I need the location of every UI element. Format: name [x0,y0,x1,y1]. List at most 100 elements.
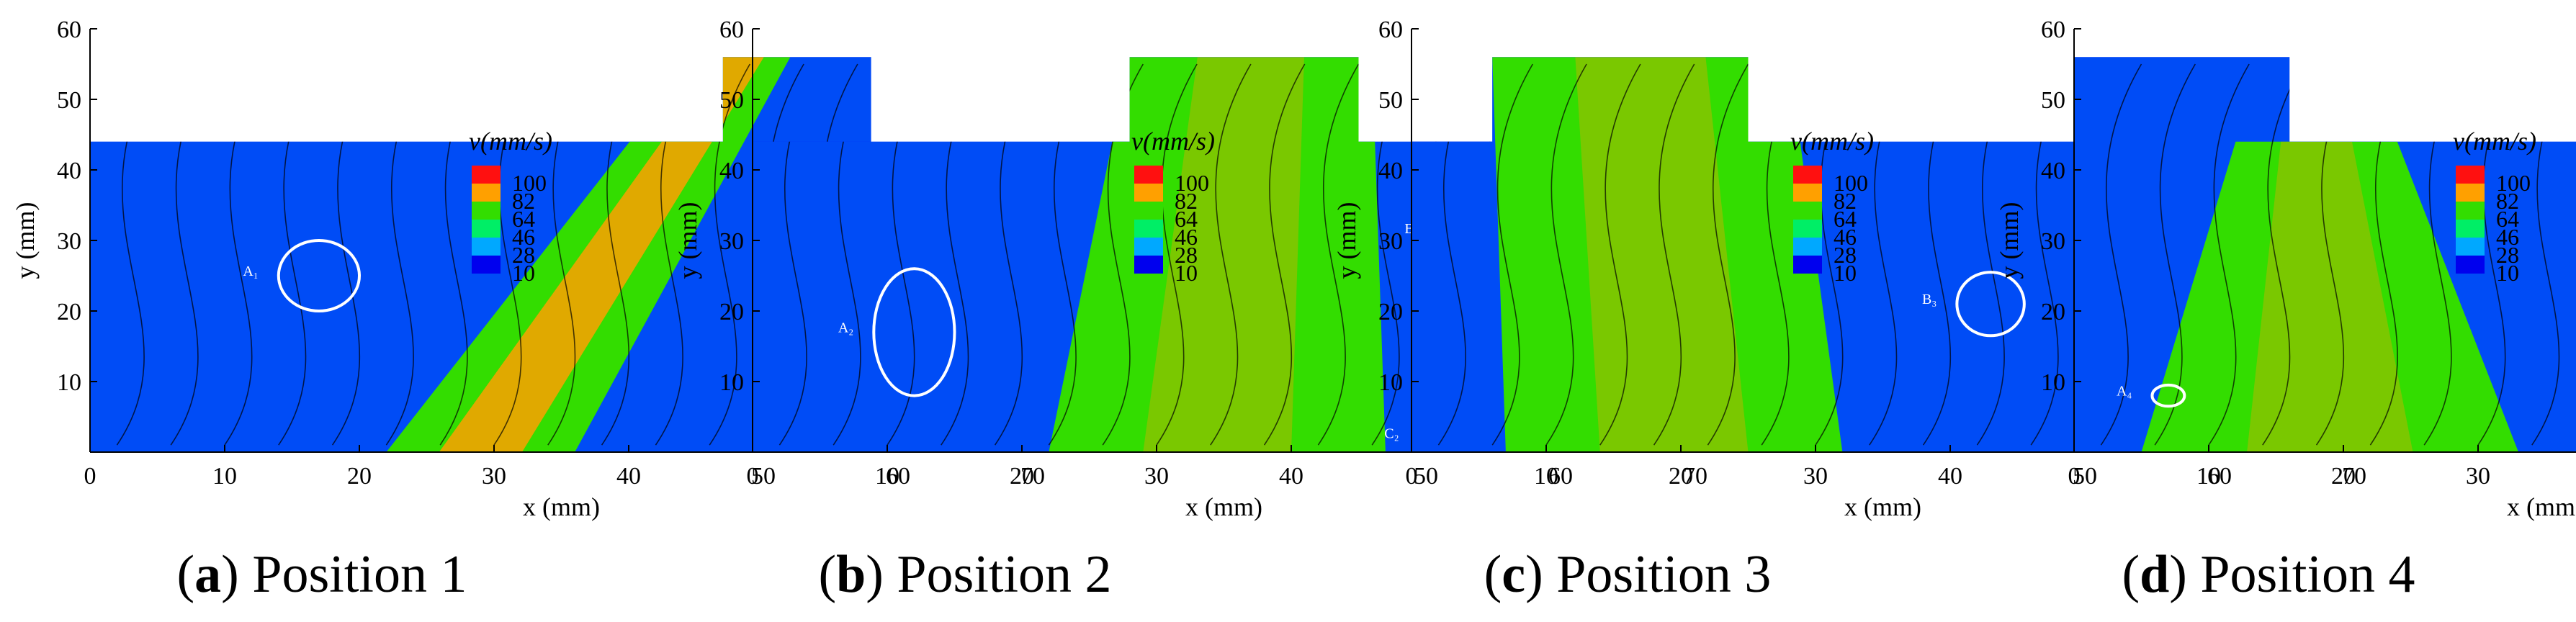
x-axis-label: x (mm) [523,492,600,521]
jet-band [1049,57,1386,452]
y-tick-label: 60 [57,17,81,43]
colorbar-tick-label: 10 [1834,260,1857,286]
colorbar-tick-label: 100 [1175,170,1209,196]
streamline [1317,63,1360,446]
y-tick-label: 30 [1378,228,1403,255]
colorbar-tick-label: 28 [1175,242,1198,268]
streamline [1263,63,1306,446]
caption-text: Position 3 [1543,545,1772,604]
caption-letter: d [2140,545,2169,604]
y-tick-label: 50 [2041,87,2065,114]
colorbar-swatch [2456,220,2485,238]
colorbar-tick-label: 10 [512,260,535,286]
x-tick-label: 40 [1279,463,1303,490]
colorbar-tick-label: 46 [2496,224,2519,250]
y-tick-label: 40 [57,158,81,184]
y-tick-label: 60 [719,17,744,43]
x-tick-label: 20 [347,463,372,490]
caption-letter: a [194,545,221,604]
colorbar-tick-label: 64 [2496,206,2519,232]
streamline [2100,63,2142,446]
colorbar-tick-label: 28 [2496,242,2519,268]
x-tick-label: 20 [1010,463,1034,490]
x-tick-label: 30 [1803,463,1828,490]
colorbar-tick-label: 10 [1175,260,1198,286]
vortex-label: A₁ [243,263,258,279]
y-tick-label: 20 [1378,299,1403,325]
colorbar-swatch [2456,202,2485,220]
y-tick-label: 10 [57,369,81,396]
colorbar-tick-label: 46 [1175,224,1198,250]
streamline [1545,63,1587,446]
x-tick-label: 30 [1144,463,1169,490]
colorbar-swatch [2456,166,2485,184]
colorbar-title: v(mm/s) [469,127,552,156]
y-axis-label: y (mm) [1995,202,2024,279]
vortex-label: A₄ [2117,384,2132,400]
vortex-marker [277,239,361,312]
x-tick-label: 10 [2196,463,2221,490]
y-tick-label: 30 [2041,228,2065,255]
y-tick-label: 20 [2041,299,2065,325]
x-tick-label: 30 [2466,463,2490,490]
panel-1: A₁C₁010203040506070102030405060x (mm)y (… [11,17,1045,521]
colorbar-title: v(mm/s) [2453,127,2536,156]
streamline [1653,63,1695,446]
y-tick-label: 10 [2041,369,2065,396]
colorbar-swatch [472,166,501,184]
colorbar-tick-label: 46 [1834,224,1857,250]
colorbar-swatch [2456,256,2485,274]
colorbar-swatch [472,220,501,238]
colorbar-swatch [472,256,501,274]
vortex-marker [2150,383,2186,408]
y-tick-label: 30 [57,228,81,255]
x-tick-label: 60 [2207,463,2232,490]
colorbar-swatch [472,202,501,220]
x-tick-label: 30 [482,463,506,490]
x-tick-label: 0 [84,463,97,490]
colorbar-swatch [1134,220,1163,238]
x-tick-label: 50 [2073,463,2097,490]
colorbar-swatch [1793,166,1822,184]
y-tick-label: 50 [719,87,744,114]
colorbar-tick-label: 82 [1175,188,1198,214]
y-tick-label: 40 [1378,158,1403,184]
x-tick-label: 10 [1534,463,1558,490]
colorbar-tick-label: 82 [512,188,535,214]
y-tick-label: 10 [719,369,744,396]
streamline [2154,63,2196,446]
colorbar-tick-label: 82 [2496,188,2519,214]
x-tick-label: 70 [1020,463,1045,490]
x-axis-label: x (mm) [1844,492,1921,521]
colorbar-tick-label: 28 [1834,242,1857,268]
x-tick-label: 0 [747,463,759,490]
y-tick-label: 10 [1378,369,1403,396]
x-tick-label: 60 [1548,463,1573,490]
caption-text: Position 4 [2187,545,2415,604]
colorbar-tick-label: 100 [512,170,547,196]
y-tick-label: 60 [2041,17,2065,43]
y-tick-label: 40 [2041,158,2065,184]
x-tick-label: 40 [1938,463,1962,490]
x-tick-label: 10 [212,463,237,490]
colorbar-title: v(mm/s) [1790,127,1874,156]
streamline [1599,63,1641,446]
velocity-field [2074,57,2576,452]
colorbar-tick-label: 100 [2496,170,2531,196]
colorbar-swatch [1134,166,1163,184]
streamline [1210,63,1252,446]
vortex-marker [872,267,956,397]
colorbar-swatch [472,238,501,256]
colorbar-swatch [1793,220,1822,238]
y-tick-label: 30 [719,228,744,255]
y-tick-label: 40 [719,158,744,184]
x-tick-label: 20 [1669,463,1693,490]
x-tick-label: 20 [2331,463,2356,490]
colorbar-swatch [472,184,501,202]
colorbar-swatch [1793,202,1822,220]
y-tick-label: 50 [1378,87,1403,114]
x-tick-label: 40 [616,463,641,490]
y-tick-label: 50 [57,87,81,114]
jet-band [2141,141,2519,452]
